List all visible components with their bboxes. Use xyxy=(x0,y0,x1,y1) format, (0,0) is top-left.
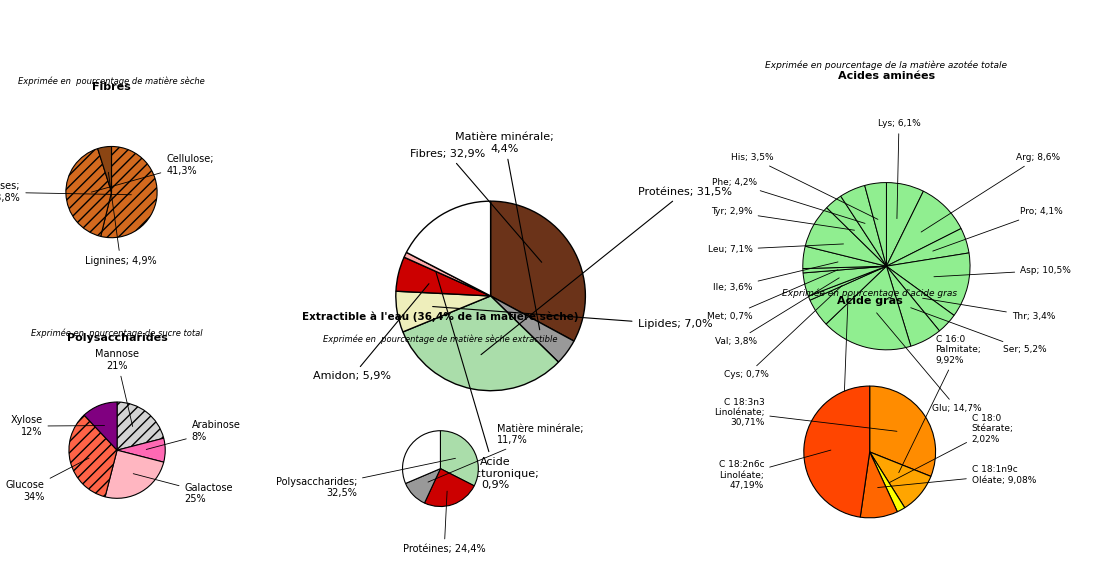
Wedge shape xyxy=(870,452,931,507)
Wedge shape xyxy=(808,266,886,300)
Text: Leu; 7,1%: Leu; 7,1% xyxy=(708,244,843,254)
Text: Ile; 3,6%: Ile; 3,6% xyxy=(714,262,838,292)
Text: C 18:0
Stéarate;
2,02%: C 18:0 Stéarate; 2,02% xyxy=(890,414,1014,482)
Wedge shape xyxy=(803,266,886,296)
Wedge shape xyxy=(403,296,559,391)
Wedge shape xyxy=(407,201,491,296)
Text: Fibres; 32,9%: Fibres; 32,9% xyxy=(410,148,542,263)
Text: Cellulose;
41,3%: Cellulose; 41,3% xyxy=(91,154,214,192)
Wedge shape xyxy=(69,415,117,497)
Text: émicelluloses;
53,8%: émicelluloses; 53,8% xyxy=(0,181,132,203)
Text: Arabinose
8%: Arabinose 8% xyxy=(146,420,241,449)
Title: Acide gras: Acide gras xyxy=(837,296,902,306)
Text: Extractible à l'eau (36,4% de la matière sèche): Extractible à l'eau (36,4% de la matière… xyxy=(302,312,579,322)
Title: Acides aminées: Acides aminées xyxy=(837,71,935,81)
Text: Glu; 14,7%: Glu; 14,7% xyxy=(876,313,982,413)
Wedge shape xyxy=(805,207,886,266)
Wedge shape xyxy=(861,452,898,518)
Text: Tyr; 2,9%: Tyr; 2,9% xyxy=(711,207,854,230)
Text: Asp; 10,5%: Asp; 10,5% xyxy=(934,266,1072,277)
Text: His; 3,5%: His; 3,5% xyxy=(731,153,878,219)
Text: Lignines; 4,9%: Lignines; 4,9% xyxy=(85,172,156,266)
Wedge shape xyxy=(803,246,886,268)
Wedge shape xyxy=(886,183,923,266)
Wedge shape xyxy=(440,431,478,486)
Wedge shape xyxy=(886,229,969,266)
Text: Acide
galacturonique;
0,9%: Acide galacturonique; 0,9% xyxy=(436,272,540,490)
Text: C 18:3n3
Linolénate;
30,71%: C 18:3n3 Linolénate; 30,71% xyxy=(714,397,896,431)
Text: Exprimée en pourcentage d'acide gras: Exprimée en pourcentage d'acide gras xyxy=(782,288,958,298)
Text: Lipides; 7,0%: Lipides; 7,0% xyxy=(433,306,712,329)
Wedge shape xyxy=(491,201,585,341)
Wedge shape xyxy=(803,266,886,273)
Text: Exprimée en pourcentage de la matière azotée totale: Exprimée en pourcentage de la matière az… xyxy=(765,61,1008,70)
Text: Gly; 4,6%: Gly; 4,6% xyxy=(822,295,865,413)
Text: Lys; 6,1%: Lys; 6,1% xyxy=(878,119,920,219)
Text: Amidon; 5,9%: Amidon; 5,9% xyxy=(313,284,429,381)
Title: Polysaccharides: Polysaccharides xyxy=(67,333,167,343)
Wedge shape xyxy=(396,291,491,332)
Text: Xylose
12%: Xylose 12% xyxy=(10,415,105,437)
Wedge shape xyxy=(66,149,112,236)
Wedge shape xyxy=(98,146,112,192)
Wedge shape xyxy=(491,296,574,362)
Title: Fibres: Fibres xyxy=(93,81,130,92)
Wedge shape xyxy=(100,146,157,238)
Text: Mannose
21%: Mannose 21% xyxy=(95,349,139,427)
Wedge shape xyxy=(886,266,940,346)
Text: Thr; 3,4%: Thr; 3,4% xyxy=(922,298,1055,321)
Text: Exprimée en  pourcentage de sucre total: Exprimée en pourcentage de sucre total xyxy=(31,329,203,338)
Text: Arg; 8,6%: Arg; 8,6% xyxy=(921,153,1060,232)
Text: Protéines; 31,5%: Protéines; 31,5% xyxy=(481,187,731,355)
Wedge shape xyxy=(870,386,935,476)
Text: C 16:0
Palmitate;
9,92%: C 16:0 Palmitate; 9,92% xyxy=(899,335,981,473)
Text: C 18:1n9c
Oléate; 9,08%: C 18:1n9c Oléate; 9,08% xyxy=(878,465,1036,488)
Text: Cys; 0,7%: Cys; 0,7% xyxy=(725,286,842,379)
Wedge shape xyxy=(117,402,164,450)
Text: Met; 0,7%: Met; 0,7% xyxy=(707,270,838,321)
Wedge shape xyxy=(886,266,954,331)
Wedge shape xyxy=(809,266,886,324)
Wedge shape xyxy=(886,253,970,315)
Wedge shape xyxy=(396,257,491,296)
Text: C 18:2n6c
Linoléate;
47,19%: C 18:2n6c Linoléate; 47,19% xyxy=(719,450,831,490)
Text: Ser; 5,2%: Ser; 5,2% xyxy=(911,308,1047,355)
Text: Pro; 4,1%: Pro; 4,1% xyxy=(933,207,1063,251)
Wedge shape xyxy=(425,469,474,506)
Wedge shape xyxy=(105,450,164,498)
Wedge shape xyxy=(403,431,440,483)
Wedge shape xyxy=(865,183,886,266)
Wedge shape xyxy=(84,402,117,450)
Wedge shape xyxy=(804,386,870,517)
Text: Phe; 4,2%: Phe; 4,2% xyxy=(711,178,865,223)
Wedge shape xyxy=(870,452,904,512)
Text: Protéines; 24,4%: Protéines; 24,4% xyxy=(403,491,485,554)
Text: Galactose
25%: Galactose 25% xyxy=(134,473,233,505)
Text: Matière minérale;
11,7%: Matière minérale; 11,7% xyxy=(428,424,584,482)
Text: Exprimée en  pourcentage de matière sèche: Exprimée en pourcentage de matière sèche xyxy=(18,77,205,86)
Wedge shape xyxy=(406,469,440,503)
Wedge shape xyxy=(826,196,886,266)
Text: Exprimée en  pourcentage de matière sèche extractible: Exprimée en pourcentage de matière sèche… xyxy=(323,334,558,344)
Text: Glucose
34%: Glucose 34% xyxy=(6,458,89,502)
Wedge shape xyxy=(117,438,165,462)
Text: Polysaccharides;
32,5%: Polysaccharides; 32,5% xyxy=(275,458,456,498)
Text: Matière minérale;
4,4%: Matière minérale; 4,4% xyxy=(455,132,554,330)
Text: Val; 3,8%: Val; 3,8% xyxy=(715,278,840,346)
Wedge shape xyxy=(841,185,886,266)
Wedge shape xyxy=(826,266,911,350)
Wedge shape xyxy=(404,253,491,296)
Wedge shape xyxy=(886,191,961,266)
